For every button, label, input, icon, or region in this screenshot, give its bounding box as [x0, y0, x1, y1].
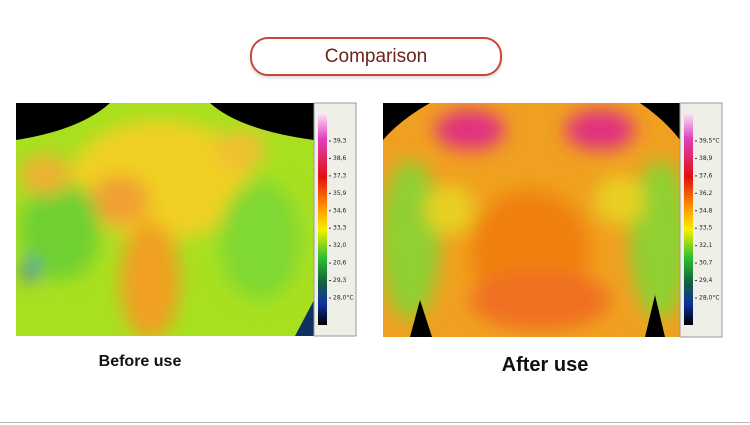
- scale-label: 32,0: [333, 242, 347, 249]
- scale-label: 33,5: [699, 225, 713, 232]
- scale-label: 34,8: [699, 207, 713, 214]
- scale-label: 39,3: [333, 138, 347, 145]
- scale-label: 38,6: [333, 155, 347, 162]
- scale-label: 29,4: [699, 277, 713, 284]
- scale-label: 32,1: [699, 242, 713, 249]
- scale-bar: [318, 113, 327, 325]
- scale-label: 35,9: [333, 190, 347, 197]
- scale-label: 33,3: [333, 225, 347, 232]
- scale-label: 34,6: [333, 207, 347, 214]
- scale-label: 39,5°C: [699, 138, 720, 145]
- divider: [0, 422, 750, 423]
- scale-bar: [684, 113, 693, 325]
- before-thermal: [16, 103, 314, 336]
- caption: Before use: [98, 353, 182, 370]
- after-thermal: [383, 103, 680, 337]
- title-pill: Comparison: [250, 37, 502, 76]
- scale-label: 37,6: [699, 172, 713, 179]
- scale-label: 36,2: [699, 190, 713, 197]
- scale-label: 28,0°C: [699, 295, 720, 302]
- scale-label: 37,3: [333, 172, 347, 179]
- scale-label: 28,0°C: [333, 295, 354, 302]
- scale-label: 38,9: [699, 155, 713, 162]
- scale-label: 20,6: [333, 260, 347, 267]
- caption: After use: [501, 354, 589, 376]
- scale-label: 29,3: [333, 277, 347, 284]
- scale-label: 30,7: [699, 260, 713, 267]
